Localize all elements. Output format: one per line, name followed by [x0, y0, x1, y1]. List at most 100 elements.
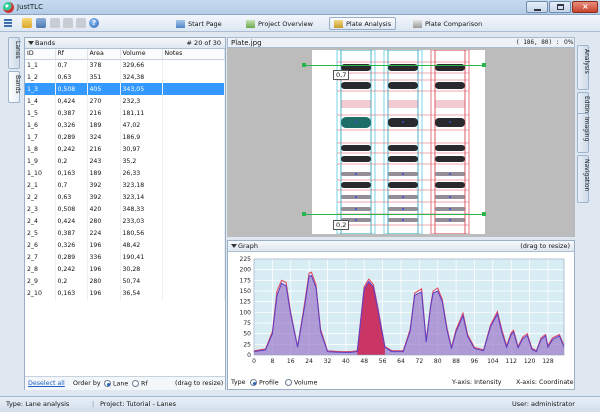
rf-bottom-handle-right[interactable] — [482, 212, 486, 216]
selected-band-area — [357, 281, 385, 355]
table-cell — [162, 203, 225, 216]
help-icon[interactable]: ? — [89, 18, 99, 28]
table-row[interactable]: 2_7 0,289 336 190,41 — [25, 251, 225, 264]
maximize-button[interactable] — [549, 1, 571, 13]
close-button[interactable]: × — [572, 1, 598, 13]
tab-bands[interactable]: Bands — [8, 71, 21, 103]
deselect-all-link[interactable]: Deselect all — [28, 380, 65, 387]
table-cell — [162, 191, 225, 204]
x-tick-label: 0 — [252, 358, 256, 365]
menu-icon[interactable] — [4, 18, 16, 28]
table-row[interactable]: 1_4 0,424 270 232,3 — [25, 95, 225, 108]
table-cell: 35,2 — [120, 155, 163, 168]
col-header-id[interactable]: ID — [25, 49, 56, 60]
intensity-chart[interactable]: 0 25 50 75 100 125 150 175 200 225 0 8 16 24 32 40 48 56 6… — [228, 253, 574, 375]
y-tick-label: 100 — [240, 309, 252, 316]
radio-profile[interactable] — [250, 379, 257, 386]
y-tick-label: 125 — [240, 299, 252, 306]
series-area — [254, 275, 564, 355]
tab-navigation[interactable]: Navigation — [577, 155, 590, 203]
plate-viewport[interactable]: 0,7 0,2 — [227, 48, 575, 237]
rf-top-line[interactable] — [304, 65, 484, 66]
status-user: User: administrator — [512, 400, 575, 408]
table-cell: 0,63 — [55, 191, 88, 204]
table-cell — [162, 251, 225, 264]
table-cell: 2_1 — [25, 179, 56, 192]
table-row[interactable]: 2_10 0,163 196 36,54 — [25, 287, 225, 300]
table-cell: 0,2 — [55, 275, 88, 288]
table-row[interactable]: 2_2 0,63 392 323,14 — [25, 191, 225, 204]
table-row[interactable]: 2_1 0,7 392 323,18 — [25, 179, 225, 192]
undo-icon[interactable] — [50, 18, 60, 28]
graph-header[interactable]: Graph (drag to resize) — [228, 241, 574, 252]
status-sep: | — [92, 400, 95, 408]
lane-2[interactable] — [383, 50, 423, 234]
col-header-notes[interactable]: Notes — [162, 49, 225, 60]
save-icon[interactable] — [36, 18, 46, 28]
rf-top-handle-left[interactable] — [302, 63, 306, 67]
table-cell: 280 — [87, 275, 121, 288]
table-row[interactable]: 2_4 0,424 280 233,03 — [25, 215, 225, 228]
rf-bottom-handle-left[interactable] — [302, 212, 306, 216]
radio-volume[interactable] — [285, 379, 292, 386]
table-cell: 0,2 — [55, 155, 88, 168]
col-header-area[interactable]: Area — [87, 49, 121, 60]
table-row[interactable]: 2_3 0,508 420 348,33 — [25, 203, 225, 216]
table-row[interactable]: 2_6 0,326 196 48,42 — [25, 239, 225, 252]
order-rf-radio[interactable]: Rf — [132, 380, 148, 388]
x-tick-label: 16 — [287, 358, 295, 365]
lane-3[interactable] — [430, 50, 470, 234]
table-row[interactable]: 2_8 0,242 196 30,28 — [25, 263, 225, 276]
table-row[interactable]: 1_2 0,63 351 324,38 — [25, 71, 225, 84]
tab-imaging[interactable]: Imaging — [577, 113, 590, 153]
table-row[interactable]: 1_10 0,163 189 26,33 — [25, 167, 225, 180]
table-row[interactable]: 2_9 0,2 280 50,74 — [25, 275, 225, 288]
x-tick-label: 24 — [305, 358, 313, 365]
tab-start-page[interactable]: Start Page — [171, 17, 227, 30]
table-row[interactable]: 1_5 0,387 216 181,11 — [25, 107, 225, 120]
title-bar — [0, 0, 600, 15]
type-volume-option[interactable]: Volume — [285, 379, 317, 387]
table-row[interactable]: 2_5 0,387 224 180,56 — [25, 227, 225, 240]
bands-header[interactable]: Bands # 20 of 30 — [25, 38, 225, 49]
export-icon[interactable] — [76, 18, 86, 28]
close-icon: × — [582, 2, 589, 11]
x-tick-label: 40 — [342, 358, 350, 365]
table-cell: 196 — [87, 239, 121, 252]
tab-analysis[interactable]: Analysis — [577, 45, 590, 90]
radio-rf[interactable] — [132, 380, 139, 387]
tab-plate-comparison[interactable]: Plate Comparison — [408, 17, 487, 30]
col-header-rf[interactable]: Rf — [55, 49, 88, 60]
lane-1[interactable] — [336, 50, 376, 234]
open-folder-icon[interactable] — [22, 18, 32, 28]
order-lane-radio[interactable]: Lane — [104, 380, 128, 388]
table-row[interactable]: 1_3 0,508 405 343,05 — [25, 83, 225, 96]
rf-bottom-marker: 0,2 — [333, 220, 350, 230]
table-row[interactable]: 1_9 0,2 243 35,2 — [25, 155, 225, 168]
table-cell: 324 — [87, 131, 121, 144]
table-row[interactable]: 1_6 0,326 189 47,02 — [25, 119, 225, 132]
minimize-button[interactable] — [526, 1, 548, 13]
table-cell: 233,03 — [120, 215, 163, 228]
table-row[interactable]: 1_8 0,242 216 30,97 — [25, 143, 225, 156]
table-cell — [162, 275, 225, 288]
table-cell: 1_5 — [25, 107, 56, 120]
table-cell: 0,326 — [55, 119, 88, 132]
plot-frame — [253, 258, 565, 356]
rf-top-handle-right[interactable] — [482, 63, 486, 67]
table-cell: 2_6 — [25, 239, 56, 252]
table-row[interactable]: 1_1 0,7 378 329,66 — [25, 59, 225, 72]
table-cell: 48,42 — [120, 239, 163, 252]
redo-icon[interactable] — [63, 18, 73, 28]
col-header-volume[interactable]: Volume — [120, 49, 163, 60]
tab-lanes[interactable]: Lanes — [8, 37, 21, 69]
tab-project-overview[interactable]: Project Overview — [241, 17, 318, 30]
type-profile-option[interactable]: Profile — [250, 379, 279, 387]
table-cell: 30,28 — [120, 263, 163, 276]
table-row[interactable]: 1_7 0,289 324 186,9 — [25, 131, 225, 144]
rf-bottom-line[interactable] — [304, 214, 484, 215]
tab-plate-analysis[interactable]: Plate Analysis — [329, 17, 397, 30]
table-cell: 1_7 — [25, 131, 56, 144]
compare-icon — [413, 20, 422, 28]
radio-lane[interactable] — [104, 380, 111, 387]
